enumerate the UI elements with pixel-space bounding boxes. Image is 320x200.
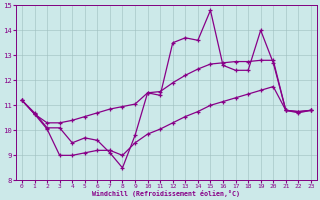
X-axis label: Windchill (Refroidissement éolien,°C): Windchill (Refroidissement éolien,°C) <box>92 190 240 197</box>
